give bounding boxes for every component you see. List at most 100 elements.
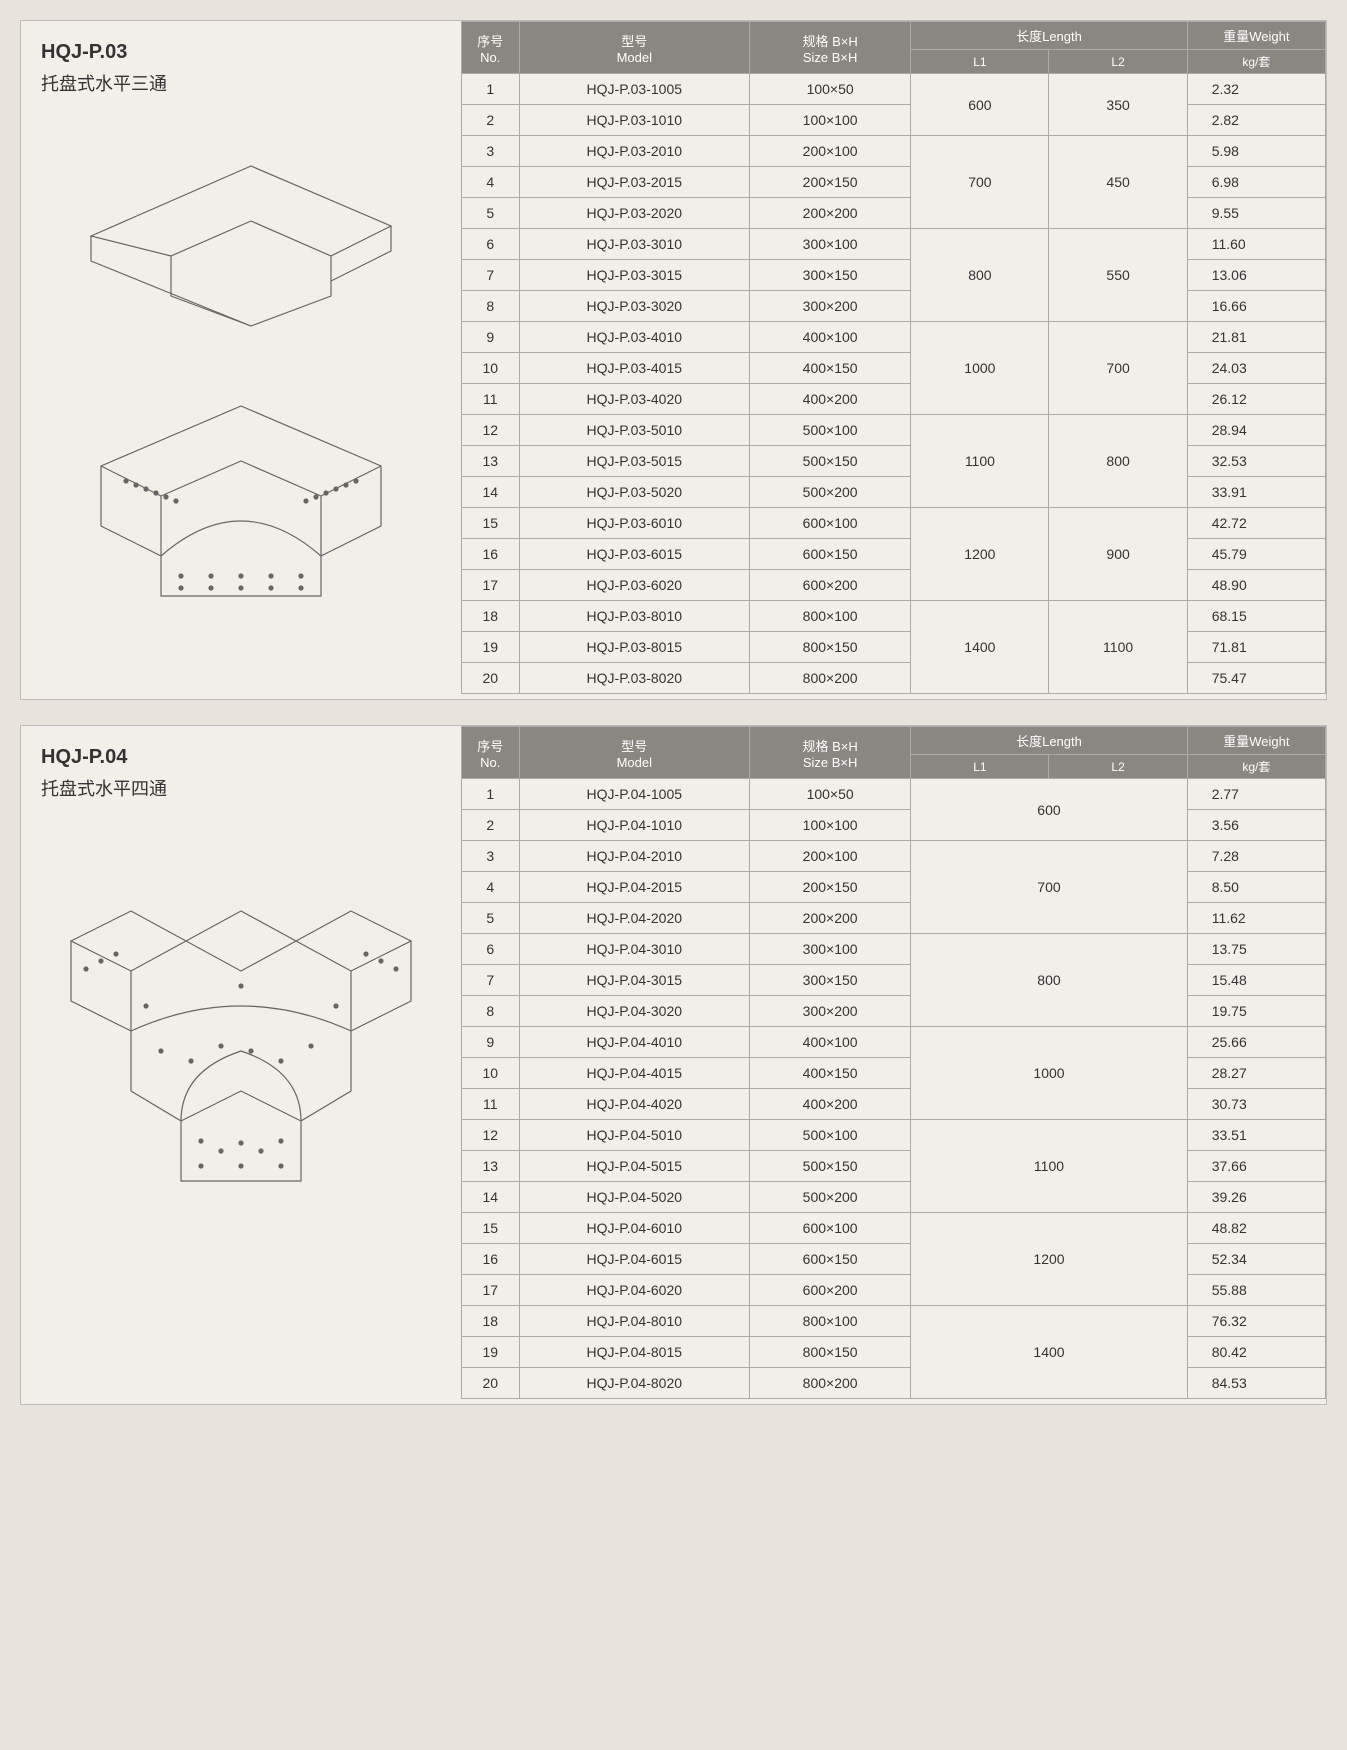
left-panel: HQJ-P.03 托盘式水平三通	[21, 21, 461, 699]
size-cell: 400×150	[749, 1058, 910, 1089]
weight-cell: 8.50	[1187, 872, 1325, 903]
model-cell: HQJ-P.03-3010	[519, 229, 749, 260]
no-cell: 14	[462, 1182, 520, 1213]
model-cell: HQJ-P.03-6020	[519, 570, 749, 601]
size-cell: 100×100	[749, 105, 910, 136]
model-cell: HQJ-P.04-4015	[519, 1058, 749, 1089]
model-cell: HQJ-P.03-1005	[519, 74, 749, 105]
no-cell: 8	[462, 996, 520, 1027]
no-cell: 11	[462, 384, 520, 415]
no-cell: 6	[462, 934, 520, 965]
table-row: 7 HQJ-P.04-3015 300×150 15.48	[462, 965, 1326, 996]
table-panel: 序号No. 型号Model 规格 B×HSize B×H 长度Length 重量…	[461, 21, 1326, 699]
no-cell: 17	[462, 1275, 520, 1306]
no-cell: 9	[462, 1027, 520, 1058]
no-cell: 5	[462, 903, 520, 934]
table-row: 20 HQJ-P.04-8020 800×200 84.53	[462, 1368, 1326, 1399]
table-panel: 序号No. 型号Model 规格 B×HSize B×H 长度Length 重量…	[461, 726, 1326, 1404]
size-cell: 500×100	[749, 415, 910, 446]
weight-cell: 75.47	[1187, 663, 1325, 694]
model-cell: HQJ-P.04-4010	[519, 1027, 749, 1058]
table-row: 17 HQJ-P.04-6020 600×200 55.88	[462, 1275, 1326, 1306]
table-row: 10 HQJ-P.03-4015 400×150 24.03	[462, 353, 1326, 384]
size-cell: 400×100	[749, 1027, 910, 1058]
product-section: HQJ-P.03 托盘式水平三通 序号No.	[20, 20, 1327, 700]
weight-cell: 9.55	[1187, 198, 1325, 229]
table-row: 12 HQJ-P.03-5010 500×100 1100 800 28.94	[462, 415, 1326, 446]
model-cell: HQJ-P.04-5020	[519, 1182, 749, 1213]
l1-cell: 1200	[911, 508, 1049, 601]
th-weight-unit: kg/套	[1187, 755, 1325, 779]
th-weight: 重量Weight	[1187, 727, 1325, 755]
th-length: 长度Length	[911, 727, 1187, 755]
size-cell: 600×200	[749, 570, 910, 601]
model-cell: HQJ-P.04-8015	[519, 1337, 749, 1368]
no-cell: 14	[462, 477, 520, 508]
size-cell: 800×200	[749, 1368, 910, 1399]
model-cell: HQJ-P.03-2015	[519, 167, 749, 198]
size-cell: 500×200	[749, 1182, 910, 1213]
length-merged-cell: 600	[911, 779, 1187, 841]
weight-cell: 80.42	[1187, 1337, 1325, 1368]
model-cell: HQJ-P.03-6010	[519, 508, 749, 539]
table-row: 1 HQJ-P.04-1005 100×50 600 2.77	[462, 779, 1326, 810]
l2-cell: 1100	[1049, 601, 1187, 694]
model-cell: HQJ-P.04-3015	[519, 965, 749, 996]
model-cell: HQJ-P.04-3010	[519, 934, 749, 965]
size-cell: 500×150	[749, 1151, 910, 1182]
table-row: 14 HQJ-P.04-5020 500×200 39.26	[462, 1182, 1326, 1213]
size-cell: 400×100	[749, 322, 910, 353]
table-row: 7 HQJ-P.03-3015 300×150 13.06	[462, 260, 1326, 291]
length-merged-cell: 700	[911, 841, 1187, 934]
weight-cell: 76.32	[1187, 1306, 1325, 1337]
size-cell: 400×200	[749, 1089, 910, 1120]
tee-diagram-svg	[51, 126, 431, 606]
cross-diagram-svg	[41, 851, 441, 1291]
weight-cell: 26.12	[1187, 384, 1325, 415]
no-cell: 2	[462, 810, 520, 841]
l1-cell: 1000	[911, 322, 1049, 415]
weight-cell: 48.90	[1187, 570, 1325, 601]
size-cell: 800×150	[749, 632, 910, 663]
th-size: 规格 B×HSize B×H	[749, 727, 910, 779]
table-row: 16 HQJ-P.04-6015 600×150 52.34	[462, 1244, 1326, 1275]
weight-cell: 45.79	[1187, 539, 1325, 570]
table-row: 9 HQJ-P.03-4010 400×100 1000 700 21.81	[462, 322, 1326, 353]
weight-cell: 2.82	[1187, 105, 1325, 136]
th-l1: L1	[911, 50, 1049, 74]
table-row: 15 HQJ-P.03-6010 600×100 1200 900 42.72	[462, 508, 1326, 539]
length-merged-cell: 1000	[911, 1027, 1187, 1120]
weight-cell: 33.91	[1187, 477, 1325, 508]
th-l2: L2	[1049, 50, 1187, 74]
l2-cell: 350	[1049, 74, 1187, 136]
no-cell: 6	[462, 229, 520, 260]
table-row: 11 HQJ-P.04-4020 400×200 30.73	[462, 1089, 1326, 1120]
product-section: HQJ-P.04 托盘式水平四通 序号No. 型号Model 规格 B×HS	[20, 725, 1327, 1405]
weight-cell: 28.27	[1187, 1058, 1325, 1089]
table-row: 8 HQJ-P.03-3020 300×200 16.66	[462, 291, 1326, 322]
weight-cell: 11.60	[1187, 229, 1325, 260]
weight-cell: 52.34	[1187, 1244, 1325, 1275]
size-cell: 400×150	[749, 353, 910, 384]
weight-cell: 25.66	[1187, 1027, 1325, 1058]
size-cell: 300×200	[749, 291, 910, 322]
model-cell: HQJ-P.03-5015	[519, 446, 749, 477]
l1-cell: 700	[911, 136, 1049, 229]
diagram-area	[41, 116, 441, 616]
model-cell: HQJ-P.04-2015	[519, 872, 749, 903]
table-row: 20 HQJ-P.03-8020 800×200 75.47	[462, 663, 1326, 694]
no-cell: 12	[462, 415, 520, 446]
size-cell: 800×100	[749, 601, 910, 632]
weight-cell: 13.06	[1187, 260, 1325, 291]
th-length: 长度Length	[911, 22, 1187, 50]
product-code: HQJ-P.03	[41, 41, 441, 64]
no-cell: 18	[462, 601, 520, 632]
table-row: 17 HQJ-P.03-6020 600×200 48.90	[462, 570, 1326, 601]
no-cell: 4	[462, 872, 520, 903]
table-row: 5 HQJ-P.03-2020 200×200 9.55	[462, 198, 1326, 229]
size-cell: 200×150	[749, 872, 910, 903]
model-cell: HQJ-P.04-6015	[519, 1244, 749, 1275]
no-cell: 4	[462, 167, 520, 198]
th-model: 型号Model	[519, 22, 749, 74]
table-row: 3 HQJ-P.04-2010 200×100 700 7.28	[462, 841, 1326, 872]
